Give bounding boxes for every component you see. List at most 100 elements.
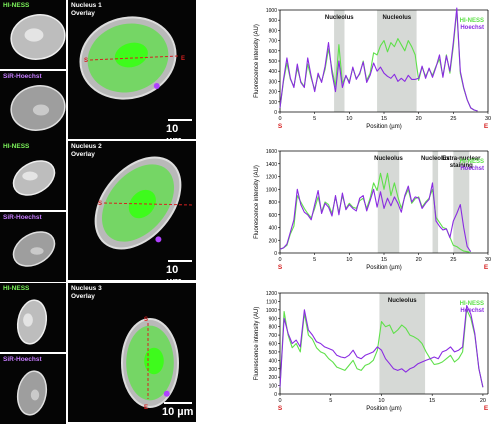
y-tick-label: 800	[269, 200, 278, 206]
x-tick-label: 5	[313, 257, 316, 263]
x-axis-label: Position (µm)	[366, 406, 401, 412]
line-start-label: S	[144, 317, 148, 323]
overlay-panel: S E Nucleus 3 Overlay 10 µm	[68, 283, 196, 422]
hiness-label: HI-NESS	[3, 143, 30, 150]
legend-entry: HI-NESS	[460, 18, 484, 24]
y-tick-label: 1200	[266, 175, 277, 181]
y-tick-label: 500	[269, 59, 278, 65]
region-label: Nucleolus	[374, 156, 403, 162]
legend-entry: Hoechst	[460, 25, 484, 31]
y-tick-label: 900	[269, 18, 278, 24]
hoechst-series-line	[279, 182, 472, 253]
hiness-label: HI-NESS	[3, 2, 30, 9]
x-tick-label: 5	[313, 116, 316, 122]
nucleolus-blob	[128, 189, 156, 219]
y-tick-label: 900	[269, 316, 278, 322]
y-tick-label: 1100	[266, 299, 277, 305]
y-tick-label: 600	[269, 342, 278, 348]
scale-bar	[164, 402, 192, 404]
y-tick-label: 100	[269, 100, 278, 106]
line-start-label: S	[84, 58, 88, 64]
overlay-label: Nucleus 1 Overlay	[71, 2, 102, 17]
start-marker-label: S	[278, 123, 283, 130]
end-marker-label: E	[484, 405, 489, 412]
y-axis-label: Fluorescence intensity (AU)	[254, 24, 260, 98]
hoechst-label: SiR-Hoechst	[3, 73, 42, 80]
y-tick-label: 0	[274, 251, 277, 257]
hiness-channel-panel: HI-NESS	[0, 0, 66, 69]
y-tick-label: 700	[269, 333, 278, 339]
x-tick-label: 20	[416, 116, 422, 122]
region-label: Nucleolus	[382, 15, 411, 21]
x-tick-label: 15	[381, 257, 387, 263]
end-marker-label: E	[484, 123, 489, 130]
overlay-label: Nucleus 2 Overlay	[71, 143, 102, 158]
nucleolus-region	[377, 151, 400, 253]
hoechst-label: SiR-Hoechst	[3, 356, 42, 363]
x-tick-label: 20	[416, 257, 422, 263]
x-tick-label: 0	[278, 116, 281, 122]
line-start-label: S	[98, 201, 102, 207]
legend-entry: Hoechst	[460, 166, 484, 172]
y-tick-label: 300	[269, 367, 278, 373]
y-tick-label: 200	[269, 90, 278, 96]
region-label: Nucleolus	[421, 156, 450, 162]
hoechst-series-line	[279, 305, 484, 388]
y-tick-label: 0	[274, 392, 277, 398]
y-tick-label: 1600	[266, 149, 277, 155]
y-axis-label: Fluorescence intensity (AU)	[254, 307, 260, 381]
hoechst-spot	[163, 390, 170, 397]
hiness-channel-panel: HI-NESS	[0, 283, 66, 352]
x-tick-label: 30	[485, 116, 491, 122]
hoechst-label: SiR-Hoechst	[3, 214, 42, 221]
x-tick-label: 10	[346, 116, 352, 122]
y-tick-label: 1200	[266, 291, 277, 297]
y-tick-label: 400	[269, 226, 278, 232]
hoechst-spot	[153, 83, 160, 89]
hiness-channel-panel: HI-NESS	[0, 141, 66, 210]
y-tick-label: 1000	[266, 308, 277, 314]
hiness-series-line	[279, 309, 484, 388]
y-tick-label: 100	[269, 384, 278, 390]
profile-chart-3: Nucleolus0100200300400500600700800900100…	[254, 291, 489, 412]
start-marker-label: S	[278, 264, 283, 271]
y-tick-label: 400	[269, 358, 278, 364]
hiness-label: HI-NESS	[3, 285, 30, 292]
y-tick-label: 1000	[266, 187, 277, 193]
nucleolus-blob	[114, 42, 148, 68]
hoechst-channel-panel: SiR-Hoechst	[0, 354, 66, 424]
nucleolus-region	[453, 151, 470, 253]
line-end-label: E	[181, 56, 185, 62]
legend-entry: HI-NESS	[460, 301, 484, 307]
scale-bar-label: 10 µm	[166, 264, 182, 280]
x-tick-label: 10	[378, 398, 384, 404]
region-label: Extra-nuclear	[442, 156, 481, 162]
y-tick-label: 800	[269, 325, 278, 331]
x-axis-label: Position (µm)	[366, 265, 401, 271]
profile-chart-2: Nucleolus NucleolusExtra-nuclearstaining0…	[254, 149, 491, 271]
hoechst-series-line	[279, 7, 478, 112]
y-tick-label: 200	[269, 375, 278, 381]
x-tick-label: 25	[450, 257, 456, 263]
x-tick-label: 20	[480, 398, 486, 404]
x-tick-label: 25	[450, 116, 456, 122]
y-tick-label: 1400	[266, 162, 277, 168]
y-tick-label: 1000	[266, 8, 277, 14]
y-tick-label: 400	[269, 69, 278, 75]
overlay-panel: S E Nucleus 1 Overlay 10 µm	[68, 0, 196, 139]
nucleolus-region	[432, 151, 439, 253]
x-tick-label: 15	[381, 116, 387, 122]
scale-bar-label: 10 µm	[162, 406, 194, 418]
scale-bar-label: 10 µm	[166, 123, 182, 139]
region-label: staining	[450, 163, 473, 169]
end-marker-label: E	[484, 264, 489, 271]
nucleolus-blob	[144, 347, 164, 375]
y-axis-label: Fluorescence intensity (AU)	[254, 165, 260, 239]
y-tick-label: 700	[269, 39, 278, 45]
y-tick-label: 600	[269, 213, 278, 219]
hoechst-channel-panel: SiR-Hoechst	[0, 71, 66, 141]
region-label: Nucleolus	[325, 15, 354, 21]
scale-bar	[168, 119, 192, 121]
x-tick-label: 30	[485, 257, 491, 263]
